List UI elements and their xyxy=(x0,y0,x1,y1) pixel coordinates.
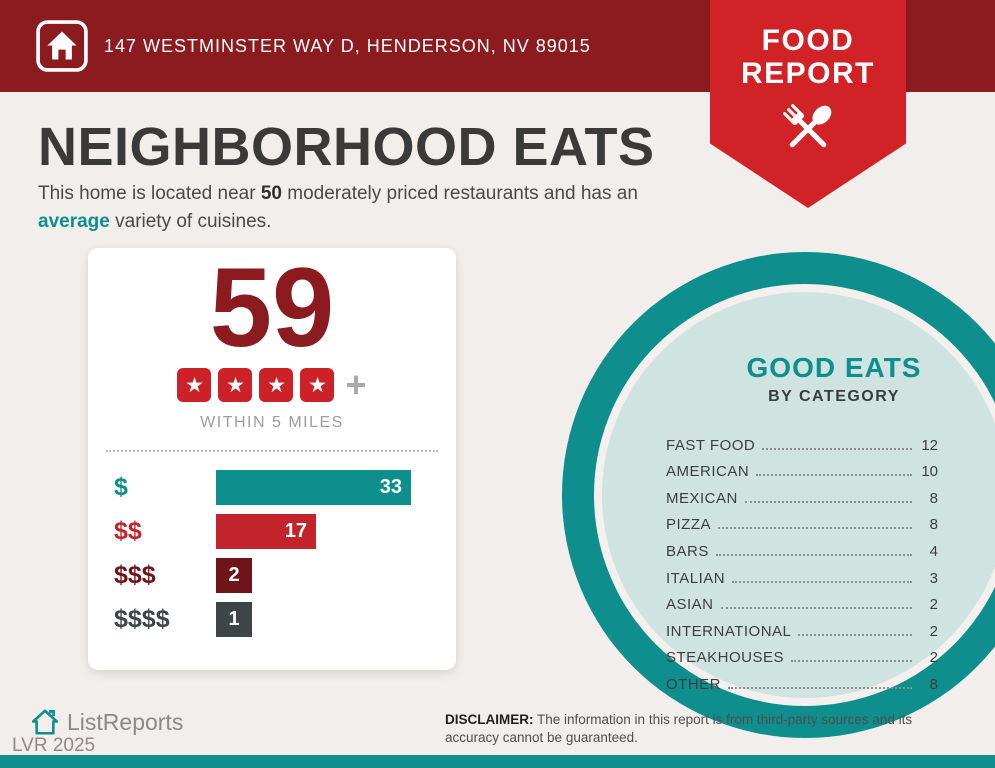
intro-text-mid: moderately priced restaurants and has an xyxy=(287,183,638,204)
dotted-leader xyxy=(756,474,912,477)
bar: 2 xyxy=(216,558,252,593)
disclaimer-label: DISCLAIMER: xyxy=(445,712,534,727)
category-value: 3 xyxy=(929,569,938,587)
bar: 33 xyxy=(216,470,411,505)
category-row: ITALIAN 3 xyxy=(666,563,938,590)
star-icon: ★ xyxy=(218,368,253,402)
category-row: BARS 4 xyxy=(666,536,938,563)
category-label: MEXICAN xyxy=(666,489,738,507)
bar-row: $$$$ 1 xyxy=(106,602,438,637)
dotted-leader xyxy=(791,660,912,663)
category-value: 10 xyxy=(921,463,938,481)
ribbon-title-line2: REPORT xyxy=(740,57,875,90)
listreports-logo: ListReports xyxy=(30,707,183,737)
bar-label: $$$$ xyxy=(114,605,170,633)
page-title: NEIGHBORHOOD EATS xyxy=(38,117,655,177)
dotted-leader xyxy=(718,527,912,530)
category-value: 8 xyxy=(929,675,938,693)
radius-label: WITHIN 5 MILES xyxy=(200,414,344,431)
bar: 17 xyxy=(216,514,316,549)
bar: 1 xyxy=(216,602,252,637)
dotted-leader xyxy=(715,553,912,556)
category-label: ITALIAN xyxy=(666,569,726,587)
dotted-leader xyxy=(732,580,912,583)
watermark: LVR 2025 xyxy=(12,735,96,756)
intro-copy: This home is located near 50 moderately … xyxy=(38,180,648,235)
bar-row: $$$ 2 xyxy=(106,558,438,593)
category-row: OTHER 8 xyxy=(666,669,938,696)
category-row: STEAKHOUSES 2 xyxy=(666,643,938,670)
good-eats-circle-inner xyxy=(594,284,995,706)
disclaimer-text: The information in this report is from t… xyxy=(445,712,913,746)
category-label: STEAKHOUSES xyxy=(666,649,785,667)
property-address: 147 WESTMINSTER WAY D, HENDERSON, NV 890… xyxy=(104,35,591,56)
food-report-ribbon: FOOD REPORT xyxy=(710,0,906,208)
bar-label: $$ xyxy=(114,517,142,545)
bar-label: $ xyxy=(114,473,128,501)
category-value: 8 xyxy=(929,516,938,534)
star-icon: ★ xyxy=(177,368,212,402)
category-row: MEXICAN 8 xyxy=(666,483,938,510)
stars-row: ★ ★ ★ ★ + xyxy=(88,364,456,405)
dotted-leader xyxy=(744,500,912,503)
category-label: INTERNATIONAL xyxy=(666,622,792,640)
bottom-teal-strip xyxy=(0,755,995,768)
dotted-divider xyxy=(106,450,438,452)
price-bars: $33 $$ 17 $$$ 2 $$$$ 1 xyxy=(106,470,438,637)
variety-highlight: average xyxy=(38,210,110,232)
star-icon: ★ xyxy=(259,368,294,402)
category-label: FAST FOOD xyxy=(666,436,756,454)
good-eats-title: GOOD EATS xyxy=(746,352,922,383)
ribbon-title-line1: FOOD xyxy=(761,24,855,57)
logo-text: ListReports xyxy=(67,708,184,735)
good-eats-title-block: GOOD EATS BY CATEGORY xyxy=(664,352,995,406)
category-value: 8 xyxy=(929,489,938,507)
dotted-leader xyxy=(728,686,912,689)
category-value: 12 xyxy=(921,436,938,454)
category-label: AMERICAN xyxy=(666,463,750,481)
category-row: PIZZA 8 xyxy=(666,510,938,537)
dotted-leader xyxy=(762,447,912,450)
house-icon xyxy=(31,709,59,735)
category-value: 2 xyxy=(929,622,938,640)
restaurant-count: 50 xyxy=(260,183,282,204)
restaurant-count-big: 59 xyxy=(209,245,335,370)
bar-label: $$$ xyxy=(114,561,156,589)
star-icon: ★ xyxy=(300,368,335,402)
category-row: FAST FOOD 12 xyxy=(666,430,938,457)
category-value: 2 xyxy=(929,596,938,614)
category-row: ASIAN 2 xyxy=(666,590,938,617)
plus-sign: + xyxy=(345,364,367,405)
dotted-leader xyxy=(798,633,912,636)
category-value: 4 xyxy=(929,542,938,560)
crossed-utensils-icon xyxy=(783,104,832,148)
disclaimer: DISCLAIMER: The information in this repo… xyxy=(445,711,965,747)
category-row: AMERICAN 10 xyxy=(666,457,938,484)
bar-row: $$ 17 xyxy=(106,514,438,549)
intro-text-pre: This home is located near xyxy=(38,183,256,204)
category-label: BARS xyxy=(666,542,709,560)
category-label: OTHER xyxy=(666,675,721,693)
intro-text-post: variety of cuisines. xyxy=(115,210,272,232)
category-label: ASIAN xyxy=(666,596,714,614)
category-list: FAST FOOD 12 AMERICAN 10 MEXICAN 8 PIZZA 8 BARS 4… xyxy=(666,430,938,696)
good-eats-subtitle: BY CATEGORY xyxy=(768,388,900,405)
house-icon xyxy=(36,20,88,72)
category-value: 2 xyxy=(929,649,938,667)
category-label: PIZZA xyxy=(666,516,712,534)
bar-row: $33 xyxy=(106,470,438,505)
category-row: INTERNATIONAL 2 xyxy=(666,616,938,643)
restaurant-stats-card: 59 ★ ★ ★ ★ + WITHIN 5 MILES $33 $$ 17 $$$ 2 $$$$ 1 xyxy=(88,248,456,670)
dotted-leader xyxy=(720,607,912,610)
